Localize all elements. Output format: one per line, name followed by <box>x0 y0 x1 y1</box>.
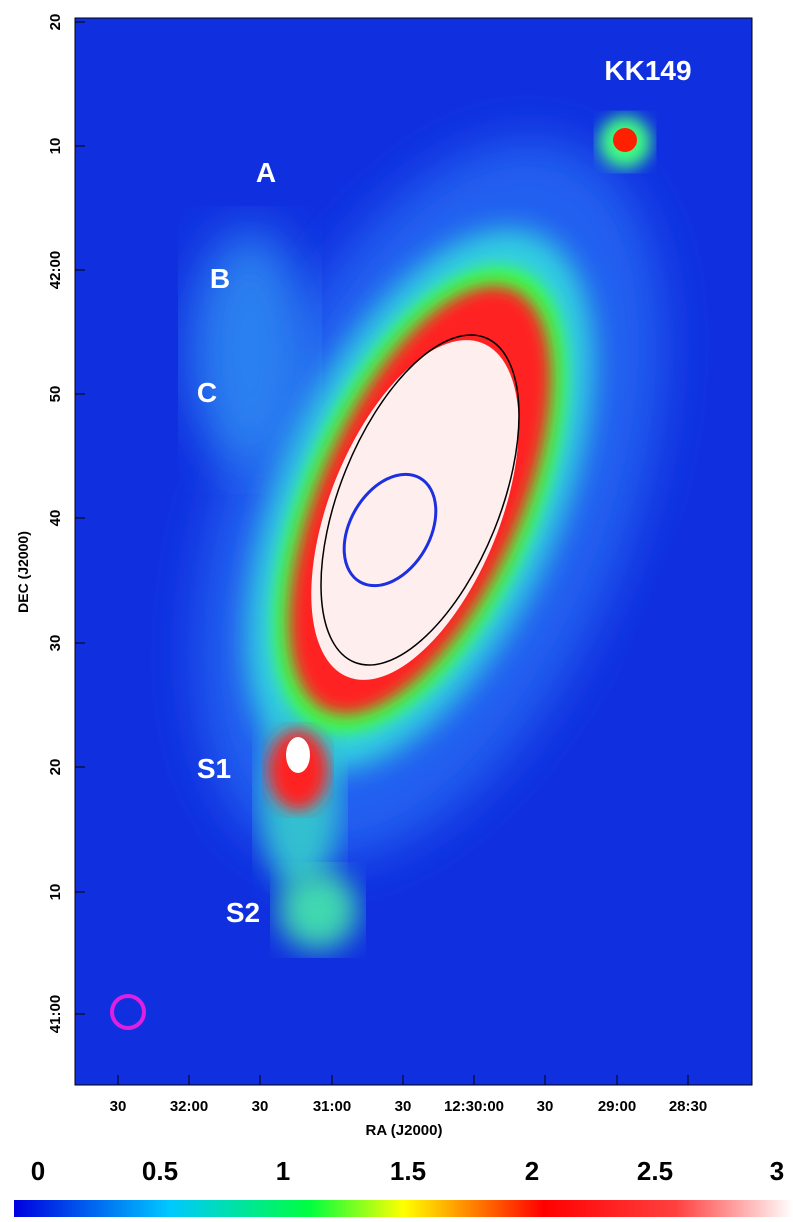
annotation: S1 <box>197 753 231 784</box>
annotation: C <box>197 377 217 408</box>
colorbar-tick-label: 0.5 <box>142 1156 178 1186</box>
y-tick-label: 20 <box>47 14 64 31</box>
y-tick-label: 42:00 <box>47 251 64 289</box>
y-tick-label: 20 <box>47 759 64 776</box>
x-tick-label: 30 <box>537 1098 554 1115</box>
y-tick-label: 30 <box>47 635 64 652</box>
y-tick-label: 10 <box>47 884 64 901</box>
x-tick-label: 12:30:00 <box>444 1098 504 1115</box>
x-tick-label: 30 <box>110 1098 127 1115</box>
y-tick-label: 10 <box>47 138 64 155</box>
annotation: B <box>210 263 230 294</box>
y-axis-label: DEC (J2000) <box>15 531 31 613</box>
colorbar-tick-label: 0 <box>31 1156 45 1186</box>
colorbar <box>14 1200 793 1217</box>
x-tick-label: 28:30 <box>669 1098 707 1115</box>
colorbar-tick-label: 1.5 <box>390 1156 426 1186</box>
annotation: KK149 <box>604 55 691 86</box>
y-tick-label: 50 <box>47 386 64 403</box>
x-tick-label: 30 <box>395 1098 412 1115</box>
beam-marker <box>110 994 146 1030</box>
colorbar-tick-label: 2.5 <box>637 1156 673 1186</box>
x-axis-label: RA (J2000) <box>366 1122 443 1139</box>
colorbar-tick-label: 3 <box>770 1156 784 1186</box>
plot-frame <box>74 17 753 1086</box>
map-image <box>75 18 752 1085</box>
annotation: A <box>256 157 276 188</box>
x-tick-label: 29:00 <box>598 1098 636 1115</box>
x-tick-label: 32:00 <box>170 1098 208 1115</box>
colorbar-tick-label: 2 <box>525 1156 539 1186</box>
y-tick-label: 40 <box>47 510 64 527</box>
colorbar-tick-label: 1 <box>276 1156 290 1186</box>
x-tick-label: 30 <box>252 1098 269 1115</box>
y-tick-label: 41:00 <box>47 995 64 1033</box>
annotation: S2 <box>226 897 260 928</box>
x-tick-label: 31:00 <box>313 1098 351 1115</box>
